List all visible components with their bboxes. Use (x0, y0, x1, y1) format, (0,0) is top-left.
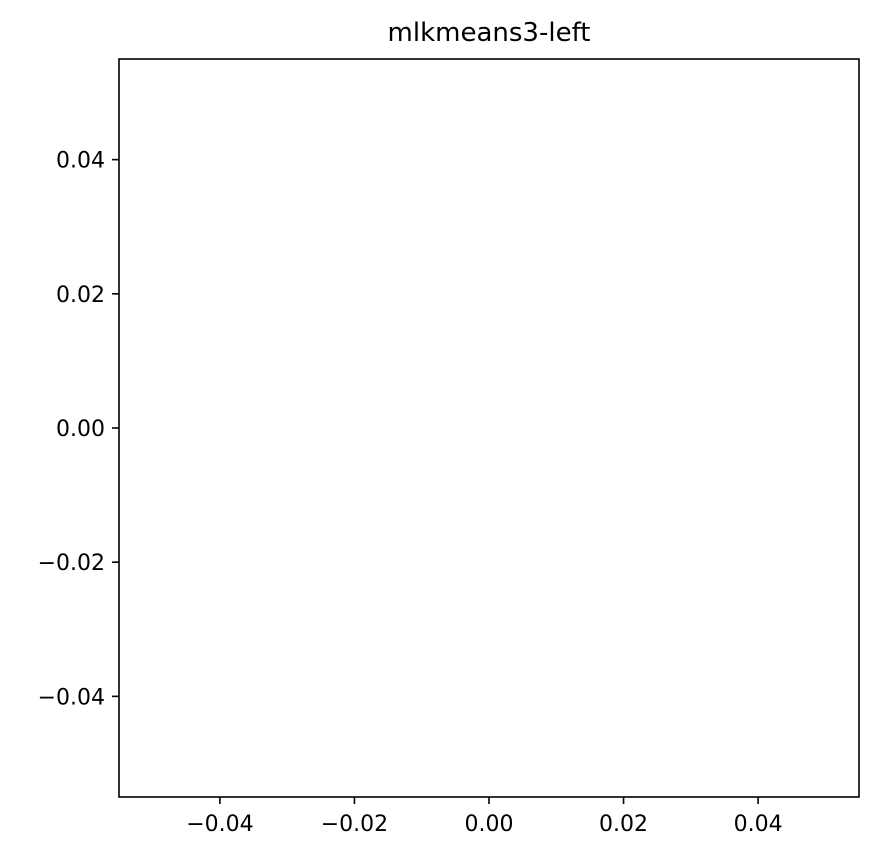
plot-frame (118, 58, 860, 798)
y-tick-label: 0.00 (56, 417, 105, 442)
y-tick-label: 0.04 (56, 149, 105, 174)
chart-title: mlkmeans3-left (388, 18, 591, 48)
x-tick-label: −0.04 (186, 812, 253, 837)
y-axis: −0.04 −0.02 0.00 0.02 0.04 (38, 149, 119, 710)
x-tick-label: 0.00 (465, 812, 514, 837)
y-tick-label: −0.02 (38, 551, 105, 576)
x-axis: −0.04 −0.02 0.00 0.02 0.04 (186, 797, 783, 837)
y-tick-label: −0.04 (38, 685, 105, 710)
x-tick-label: 0.04 (734, 812, 783, 837)
x-tick-label: −0.02 (321, 812, 388, 837)
y-tick-label: 0.02 (56, 283, 105, 308)
x-tick-label: 0.02 (599, 812, 648, 837)
